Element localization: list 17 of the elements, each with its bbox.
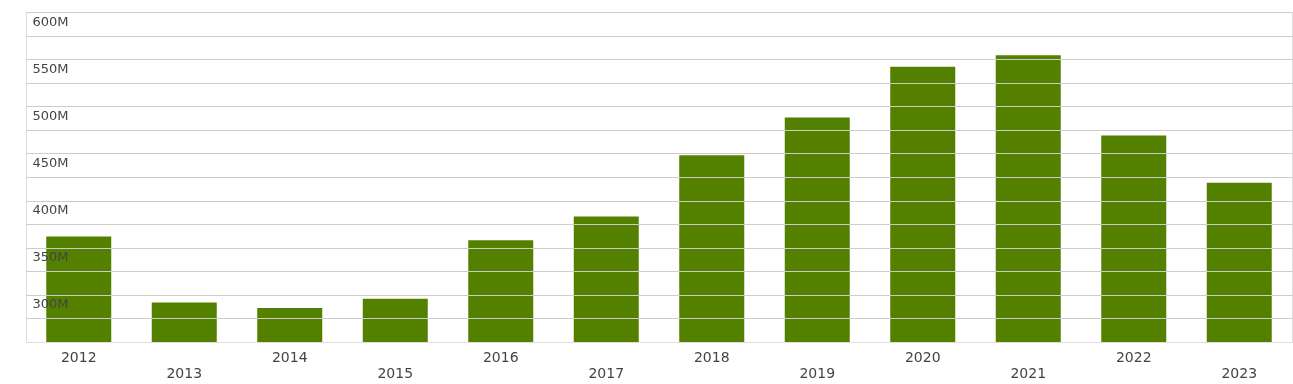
x-tick-label: 2015 bbox=[377, 364, 414, 381]
y-tick-label: 450M bbox=[32, 154, 69, 170]
y-tick-label: 500M bbox=[32, 107, 69, 123]
x-tick-label: 2022 bbox=[1115, 348, 1152, 365]
x-tick-label: 2018 bbox=[693, 348, 730, 365]
y-tick-label: 550M bbox=[32, 60, 69, 76]
x-tick-label: 2016 bbox=[482, 348, 519, 365]
x-tick-label: 2012 bbox=[60, 348, 97, 365]
x-tick-label: 2013 bbox=[166, 364, 203, 381]
x-tick-label: 2023 bbox=[1221, 364, 1258, 381]
x-tick-label: 2019 bbox=[799, 364, 836, 381]
x-tick-label: 2020 bbox=[904, 348, 941, 365]
y-tick-label: 400M bbox=[32, 202, 69, 218]
x-tick-label: 2014 bbox=[271, 348, 308, 365]
x-tick-label: 2017 bbox=[588, 364, 625, 381]
y-tick-label: 600M bbox=[32, 13, 69, 29]
x-tick-label: 2021 bbox=[1010, 364, 1047, 381]
